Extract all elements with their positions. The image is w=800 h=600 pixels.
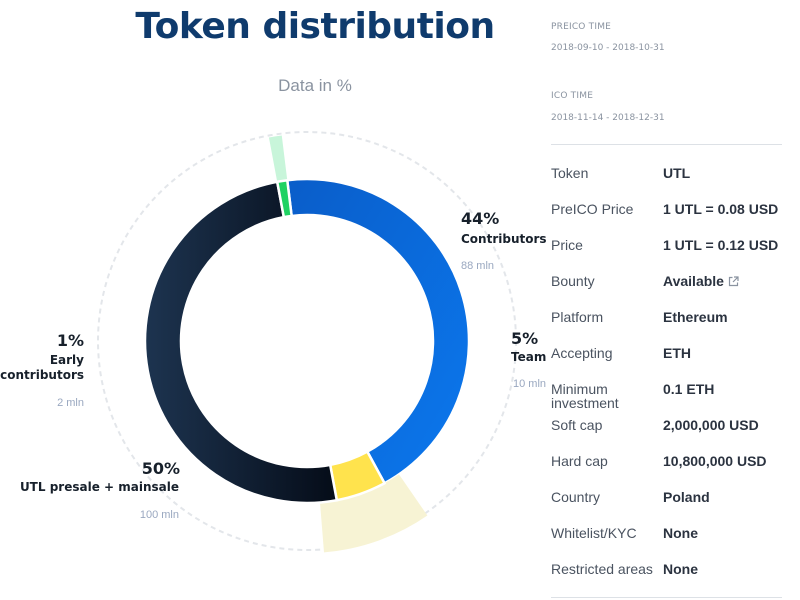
- info-value: 2,000,000 USD: [663, 418, 759, 432]
- info-value-text: UTL: [663, 165, 691, 181]
- info-value: 1 UTL = 0.12 USD: [663, 238, 778, 252]
- slice-highlight-team: [319, 474, 428, 553]
- info-key: Price: [551, 237, 583, 253]
- slice-contributors[interactable]: [285, 177, 471, 485]
- info-row: Country Poland: [551, 490, 791, 526]
- info-key: Platform: [551, 309, 604, 325]
- info-value-text: None: [663, 525, 698, 541]
- info-key: Soft cap: [551, 417, 603, 433]
- info-key: Minimum investment: [551, 381, 619, 411]
- slice-early-contributors[interactable]: [275, 178, 294, 219]
- chart-title: Token distribution: [135, 6, 495, 47]
- preico-time-dates: 2018-09-10 - 2018-10-31: [551, 43, 665, 53]
- info-value[interactable]: Available: [663, 274, 739, 288]
- data-label-name: Early: [50, 353, 84, 367]
- info-value-text: 1 UTL = 0.12 USD: [663, 237, 779, 253]
- info-value: ETH: [663, 346, 691, 360]
- info-value: None: [663, 562, 698, 576]
- ico-time-label: ICO TIME: [551, 91, 594, 101]
- data-label-amount: 100 mln: [140, 509, 179, 521]
- info-divider-top: [551, 144, 782, 145]
- info-row: Accepting ETH: [551, 346, 791, 382]
- info-key: Hard cap: [551, 453, 608, 469]
- chart-subtitle: Data in %: [278, 76, 352, 95]
- info-value: Ethereum: [663, 310, 728, 324]
- info-key: PreICO Price: [551, 201, 634, 217]
- info-value: None: [663, 526, 698, 540]
- data-label-name: UTL presale + mainsale: [20, 480, 179, 494]
- data-label-name: Team: [511, 350, 546, 364]
- info-value-text: Poland: [663, 489, 710, 505]
- dashed-outer-ring: [97, 131, 517, 551]
- info-value-text: Ethereum: [663, 309, 728, 325]
- data-label-name: Contributors: [461, 232, 547, 246]
- info-row: Whitelist/KYC None: [551, 526, 791, 562]
- info-row: Bounty Available: [551, 274, 791, 310]
- info-value-text: 0.1 ETH: [663, 381, 715, 397]
- data-label-percent: 50%: [142, 459, 180, 478]
- data-label-name: contributors: [0, 368, 84, 382]
- slice-highlight-early-contributors: [268, 135, 288, 182]
- info-row: Price 1 UTL = 0.12 USD: [551, 238, 791, 274]
- info-row: Minimum investment 0.1 ETH: [551, 382, 791, 418]
- info-row: Soft cap 2,000,000 USD: [551, 418, 791, 454]
- data-label-amount: 10 mln: [513, 378, 546, 390]
- info-value: Poland: [663, 490, 710, 504]
- info-value: UTL: [663, 166, 690, 180]
- info-divider-bottom: [551, 597, 782, 598]
- info-row: Token UTL: [551, 166, 791, 202]
- data-label-percent: 1%: [57, 331, 84, 350]
- info-key: Restricted areas: [551, 561, 653, 577]
- slice-utl-presale-mainsale[interactable]: [143, 180, 339, 505]
- info-key: Bounty: [551, 273, 595, 289]
- data-label-percent: 44%: [461, 209, 499, 228]
- info-row: Hard cap 10,800,000 USD: [551, 454, 791, 490]
- info-value-text: 10,800,000 USD: [663, 453, 767, 469]
- info-key: Country: [551, 489, 601, 505]
- info-value: 1 UTL = 0.08 USD: [663, 202, 778, 216]
- data-label-amount: 2 mln: [57, 397, 84, 409]
- info-value-text: 2,000,000 USD: [663, 417, 759, 433]
- info-row: Restricted areas None: [551, 562, 791, 598]
- info-value-text: None: [663, 561, 698, 577]
- data-label-amount: 88 mln: [461, 260, 494, 272]
- info-row: Platform Ethereum: [551, 310, 791, 346]
- info-key: Accepting: [551, 345, 613, 361]
- info-value-text: ETH: [663, 345, 691, 361]
- info-key: Token: [551, 165, 589, 181]
- info-key: Whitelist/KYC: [551, 525, 637, 541]
- external-link-icon[interactable]: [728, 276, 739, 287]
- ico-time-dates: 2018-11-14 - 2018-12-31: [551, 113, 665, 123]
- info-value-text: Available: [663, 273, 724, 289]
- info-value-text: 1 UTL = 0.08 USD: [663, 201, 779, 217]
- info-row: PreICO Price 1 UTL = 0.08 USD: [551, 202, 791, 238]
- info-value: 10,800,000 USD: [663, 454, 767, 468]
- info-value: 0.1 ETH: [663, 382, 714, 396]
- data-label-percent: 5%: [511, 329, 538, 348]
- preico-time-label: PREICO TIME: [551, 22, 612, 32]
